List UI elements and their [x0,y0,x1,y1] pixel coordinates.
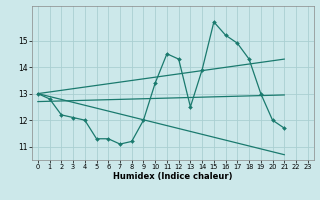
X-axis label: Humidex (Indice chaleur): Humidex (Indice chaleur) [113,172,233,181]
